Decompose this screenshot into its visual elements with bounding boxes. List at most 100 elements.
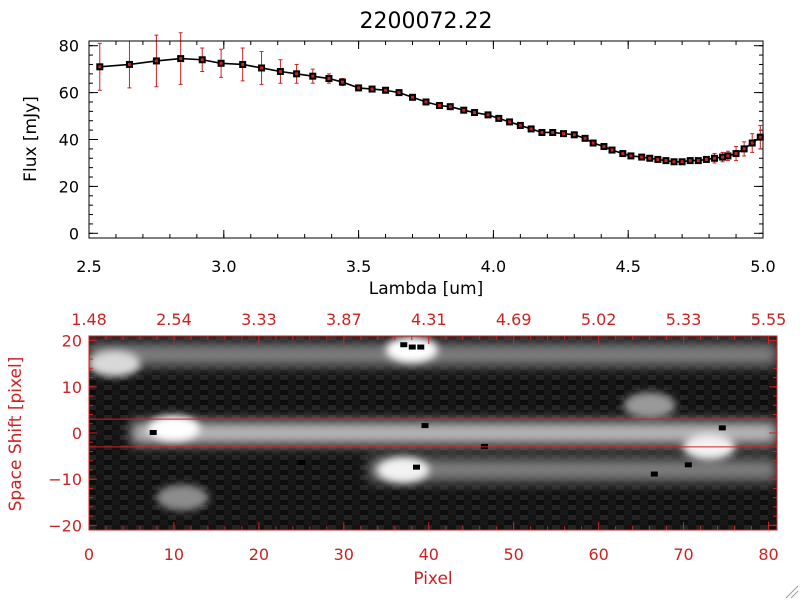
- flux-line: [99, 57, 761, 163]
- bad-pixel: [400, 342, 408, 348]
- resize-grip-icon[interactable]: [785, 585, 799, 599]
- x-axis-label-pixel: Pixel: [413, 569, 452, 589]
- data-point-center: [437, 103, 441, 107]
- trace-band-core: [369, 463, 777, 476]
- bad-pixel: [413, 464, 421, 470]
- x-tick-label: 5.0: [750, 257, 775, 276]
- data-point-center: [529, 127, 533, 131]
- data-point-center: [462, 108, 466, 112]
- data-point-center: [610, 148, 614, 152]
- bad-pixel: [421, 423, 429, 429]
- bright-bands: [89, 340, 777, 484]
- chart-title: 2200072.22: [360, 9, 493, 34]
- wavelength-tick-label: 5.02: [581, 310, 617, 329]
- y-tick-label: 0: [69, 224, 79, 243]
- data-point-center: [551, 130, 555, 134]
- spectrum-plot: 2200072.22 2.5 3.0 3.5 4.0 4.5 5.0 020406080 …: [21, 9, 776, 299]
- pixel-tick-label: 80: [758, 545, 778, 564]
- top-ticks: [88, 41, 764, 238]
- data-point-center: [497, 116, 501, 120]
- data-point-center: [127, 62, 131, 66]
- extraction-lines: [89, 418, 777, 448]
- data-point-center: [750, 141, 754, 145]
- top-x-tick-labels: 2.5 3.0 3.5 4.0 4.5 5.0: [76, 257, 775, 276]
- wavelength-tick-label: 3.87: [326, 310, 362, 329]
- data-point-center: [758, 135, 762, 139]
- data-point-center: [508, 120, 512, 124]
- wavelength-tick-label: 4.69: [496, 310, 532, 329]
- bad-pixel: [650, 471, 658, 477]
- bright-blob: [89, 350, 141, 377]
- data-point-center: [98, 65, 102, 69]
- bad-pixel: [684, 462, 692, 468]
- data-point-center: [734, 152, 738, 156]
- x-tick-label: 3.5: [346, 257, 371, 276]
- bad-pixel: [298, 460, 306, 466]
- trace-band-core: [131, 427, 777, 439]
- y-axis-label-flux: Flux [mJy]: [21, 96, 41, 182]
- bad-pixel: [718, 425, 726, 431]
- data-point-center: [704, 157, 708, 161]
- y-tick-label: 60: [59, 84, 79, 103]
- spectrum-axes-frame: [88, 40, 764, 239]
- data-point-center: [583, 136, 587, 140]
- bright-blob: [385, 336, 438, 363]
- wavelength-tick-label: 5.33: [666, 310, 702, 329]
- data-point-center: [260, 66, 264, 70]
- wavelength-tick-labels: 1.48 2.54 3.33 3.87 4.31 4.69 5.02 5.33 5.55: [71, 310, 786, 329]
- pixel-tick-label: 40: [419, 545, 439, 564]
- data-point-center: [241, 62, 245, 66]
- data-point-center: [370, 87, 374, 91]
- data-point-center: [696, 159, 700, 163]
- bright-blobs: [89, 336, 736, 511]
- data-point-center: [726, 154, 730, 158]
- data-point-center: [278, 69, 282, 73]
- top-y-tick-labels: 0 20 40 60 80: [59, 37, 79, 244]
- data-point-center: [721, 155, 725, 159]
- image-area: [89, 336, 777, 530]
- bright-blob: [156, 484, 209, 511]
- x-tick-label: 3.0: [211, 257, 236, 276]
- pixel-tick-label: 70: [673, 545, 693, 564]
- data-point-center: [621, 152, 625, 156]
- bright-blob: [147, 415, 200, 442]
- y-tick-label: 20: [59, 177, 79, 196]
- shift-tick-label: −20: [48, 516, 82, 535]
- data-point-center: [179, 57, 183, 61]
- spectral-image-plot: 0 10 20 30 40 50 60 70 80 1.48 2.54 3.33 3.87 4.31 4.…: [6, 310, 786, 589]
- data-point-center: [742, 147, 746, 151]
- data-point-center: [640, 155, 644, 159]
- data-point-center: [712, 156, 716, 160]
- data-point-center: [629, 154, 633, 158]
- bad-pixel: [149, 430, 157, 435]
- shift-tick-label: 10: [62, 378, 82, 397]
- y-axis-label-space-shift: Space Shift [pixel]: [6, 357, 26, 512]
- data-point-center: [154, 59, 158, 63]
- data-point-center: [295, 72, 299, 76]
- data-point-center: [688, 159, 692, 163]
- data-point-center: [561, 132, 565, 136]
- y-tick-label: 80: [59, 37, 79, 56]
- data-point-center: [327, 77, 331, 81]
- x-tick-label: 4.0: [481, 257, 506, 276]
- y-tick-label: 40: [59, 131, 79, 150]
- pixel-tick-label: 50: [504, 545, 524, 564]
- data-point-center: [448, 105, 452, 109]
- shift-tick-label: 20: [62, 332, 82, 351]
- wavelength-tick-label: 1.48: [71, 310, 107, 329]
- image-axes-frame: [88, 335, 778, 531]
- data-point-center: [357, 86, 361, 90]
- space-shift-tick-labels: −20 −10 0 10 20: [48, 332, 82, 536]
- data-point-center: [648, 156, 652, 160]
- x-tick-label: 2.5: [76, 257, 101, 276]
- wavelength-tick-label: 5.55: [751, 310, 787, 329]
- flux-series: [96, 32, 764, 166]
- data-point-center: [664, 159, 668, 163]
- data-point-center: [219, 61, 223, 65]
- data-point-center: [384, 88, 388, 92]
- data-point-center: [602, 145, 606, 149]
- data-point-center: [473, 111, 477, 115]
- data-point-center: [340, 80, 344, 84]
- data-point-center: [200, 58, 204, 62]
- shift-tick-label: 0: [72, 424, 82, 443]
